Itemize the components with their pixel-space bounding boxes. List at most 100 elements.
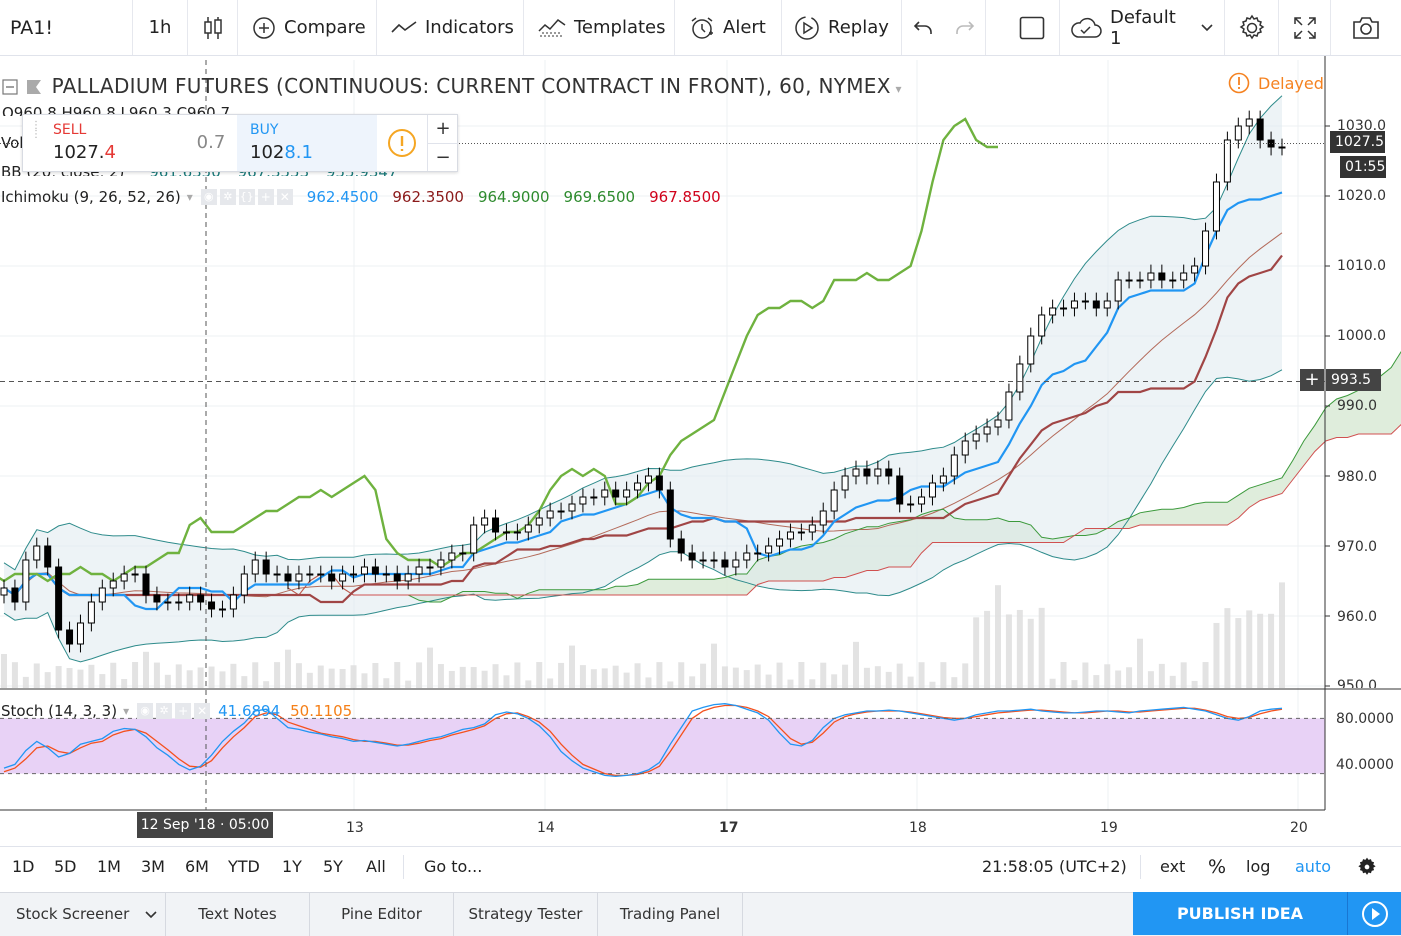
- volume-bar: [470, 667, 477, 688]
- add-icon[interactable]: +: [257, 189, 274, 205]
- volume-bar: [175, 664, 182, 688]
- interval-button[interactable]: 1h: [133, 0, 188, 55]
- redo-icon: [955, 20, 974, 34]
- volume-bar: [219, 671, 226, 688]
- fullscreen-button[interactable]: [1279, 0, 1331, 55]
- drag-handle-icon[interactable]: ⋮ ⋮: [31, 120, 41, 140]
- range-ytd[interactable]: YTD: [228, 857, 260, 876]
- candle-body: [284, 573, 292, 582]
- add-icon[interactable]: +: [175, 703, 192, 719]
- candle-body: [568, 503, 576, 512]
- candle-body: [339, 573, 347, 582]
- range-5d[interactable]: 5D: [54, 857, 77, 876]
- replay-button[interactable]: Replay: [782, 0, 902, 55]
- auto-scale-toggle[interactable]: auto: [1295, 857, 1332, 876]
- candle-body: [382, 573, 390, 576]
- settings-button[interactable]: [1225, 0, 1279, 55]
- tab-pine-editor[interactable]: Pine Editor: [310, 893, 454, 936]
- volume-bar: [1180, 662, 1187, 688]
- tab-strategy-tester[interactable]: Strategy Tester: [454, 893, 598, 936]
- sell-price: 1027.4: [53, 142, 116, 163]
- percent-scale-toggle[interactable]: %: [1208, 856, 1227, 878]
- candle-body: [131, 573, 139, 576]
- symbol-search-button[interactable]: PA1!: [0, 0, 133, 55]
- range-5y[interactable]: 5Y: [323, 857, 343, 876]
- candle-body: [546, 510, 554, 519]
- candle-body: [612, 489, 620, 498]
- candle-body: [186, 594, 194, 603]
- candle-body: [448, 552, 456, 561]
- indicators-button[interactable]: Indicators: [377, 0, 524, 55]
- extended-hours-toggle[interactable]: ext: [1160, 857, 1186, 876]
- volume-bar: [22, 676, 29, 688]
- trade-info-button[interactable]: [377, 115, 427, 171]
- templates-button[interactable]: Templates: [524, 0, 675, 55]
- crosshair-add-button[interactable]: +: [1300, 369, 1324, 391]
- range-1m[interactable]: 1M: [97, 857, 121, 876]
- volume-bar: [1060, 662, 1067, 688]
- gear-icon[interactable]: ✲: [219, 189, 236, 205]
- close-icon[interactable]: ✕: [276, 189, 293, 205]
- undo-button[interactable]: [902, 0, 944, 55]
- gear-icon[interactable]: ✲: [156, 703, 173, 719]
- volume-bar: [481, 670, 488, 688]
- buy-button[interactable]: BUY 1028.1: [237, 115, 377, 171]
- volume-bar: [361, 673, 368, 688]
- tenkan-line: [3, 191, 1283, 611]
- decrease-button[interactable]: −: [435, 147, 451, 168]
- chevron-down-icon: [1201, 23, 1213, 31]
- increase-button[interactable]: +: [428, 115, 458, 144]
- delayed-badge[interactable]: Delayed: [1228, 72, 1324, 94]
- stoch-dropdown-icon[interactable]: ▾: [123, 704, 130, 718]
- range-3m[interactable]: 3M: [141, 857, 165, 876]
- sell-button[interactable]: ⋮ ⋮ SELL 1027.4: [23, 115, 185, 171]
- volume-bar: [918, 662, 925, 688]
- eye-icon[interactable]: ◉: [200, 189, 217, 205]
- fullscreen-chart-button[interactable]: [1004, 0, 1060, 55]
- chart-style-button[interactable]: [188, 0, 238, 55]
- collapse-legend-icon[interactable]: [2, 78, 18, 99]
- eye-icon[interactable]: ◉: [137, 703, 154, 719]
- compare-button[interactable]: Compare: [238, 0, 377, 55]
- range-1y[interactable]: 1Y: [282, 857, 302, 876]
- alert-button[interactable]: Alert: [675, 0, 782, 55]
- volume-bar: [656, 662, 663, 688]
- ichimoku-dropdown-icon[interactable]: ▾: [186, 190, 193, 204]
- redo-button[interactable]: [944, 0, 986, 55]
- candle-body: [262, 559, 270, 575]
- candle-body: [918, 496, 926, 505]
- layout-dropdown[interactable]: Default 1: [1060, 0, 1225, 55]
- volume-bar: [842, 664, 849, 688]
- volume-bar: [1104, 664, 1111, 688]
- publish-idea-button[interactable]: PUBLISH IDEA: [1133, 892, 1401, 935]
- candle-body: [1202, 230, 1210, 267]
- range-all[interactable]: All: [366, 857, 386, 876]
- source-code-icon[interactable]: {}: [238, 189, 255, 205]
- play-button[interactable]: [1348, 892, 1401, 935]
- scale-settings-button[interactable]: [1356, 856, 1378, 880]
- snapshot-button[interactable]: [1331, 0, 1401, 55]
- flag-icon[interactable]: [26, 79, 41, 98]
- range-6m[interactable]: 6M: [185, 857, 209, 876]
- stoch-tick: 40.0000: [1336, 757, 1394, 773]
- volume-bar: [885, 671, 892, 688]
- volume-bar: [525, 680, 532, 688]
- tab-text-notes[interactable]: Text Notes: [166, 893, 310, 936]
- tab-trading-panel[interactable]: Trading Panel: [598, 893, 743, 936]
- chart-area[interactable]: [0, 56, 1401, 846]
- volume-bar: [394, 662, 401, 688]
- undo-icon: [913, 20, 932, 34]
- close-icon[interactable]: ✕: [194, 703, 211, 719]
- chevron-down-icon: [145, 911, 157, 919]
- clock[interactable]: 21:58:05 (UTC+2): [982, 857, 1127, 876]
- log-scale-toggle[interactable]: log: [1246, 857, 1271, 876]
- title-dropdown-icon[interactable]: ▾: [895, 82, 902, 96]
- candle-body: [655, 475, 663, 491]
- candle-body: [404, 573, 412, 582]
- goto-button[interactable]: Go to...: [424, 857, 483, 876]
- stoch-d-value: 50.1105: [290, 702, 353, 720]
- symbol-title: PALLADIUM FUTURES (CONTINUOUS: CURRENT C…: [51, 74, 891, 98]
- range-1d[interactable]: 1D: [12, 857, 35, 876]
- tab-stock-screener[interactable]: Stock Screener: [0, 893, 166, 936]
- candle-body: [961, 440, 969, 456]
